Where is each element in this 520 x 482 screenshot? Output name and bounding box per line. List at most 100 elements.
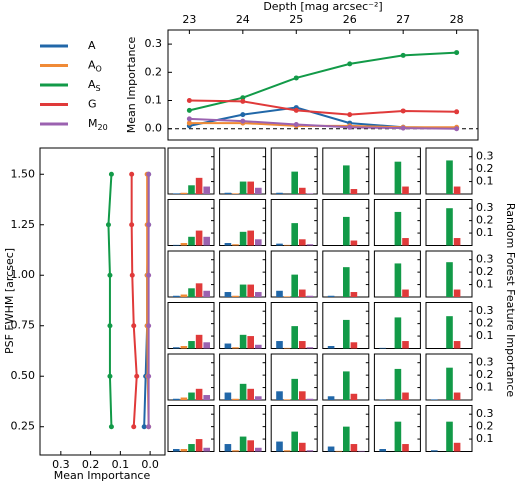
point [400, 52, 406, 58]
bar [180, 346, 188, 349]
bar [239, 383, 247, 400]
y-tick-label: 0.2 [145, 65, 163, 78]
bar [327, 446, 335, 452]
point [240, 95, 246, 101]
grid-y-label: Random Forest Feature Importance [504, 203, 517, 398]
bar [291, 326, 298, 349]
bar [276, 192, 283, 194]
point [146, 323, 152, 329]
legend-label: A [88, 39, 96, 52]
point [240, 118, 246, 124]
bar [239, 436, 247, 452]
x-tick-label: 26 [343, 13, 357, 26]
bar [224, 243, 232, 246]
bar [203, 342, 210, 349]
bar [247, 440, 254, 452]
bar [203, 447, 210, 452]
point [146, 222, 152, 228]
x-tick-label: 0.3 [52, 458, 70, 471]
y-tick-label: 0.1 [476, 329, 494, 342]
bar [195, 388, 203, 400]
bar [394, 263, 402, 297]
bar [276, 441, 283, 452]
bar [283, 296, 291, 297]
bar [188, 236, 195, 246]
bar [232, 450, 239, 452]
bar [239, 231, 247, 246]
x-tick-label: 28 [450, 13, 464, 26]
point [186, 107, 192, 113]
bar [306, 450, 314, 452]
bar [453, 341, 461, 349]
point [107, 272, 113, 278]
bar [394, 161, 402, 194]
point [240, 98, 246, 104]
bar [350, 342, 358, 349]
bar [188, 288, 195, 297]
bar [402, 444, 409, 452]
bar [402, 238, 409, 246]
bar [255, 396, 262, 400]
bar [291, 171, 298, 194]
bar [446, 316, 453, 349]
bar [327, 346, 335, 349]
series-line [130, 174, 138, 427]
bar [394, 368, 402, 400]
legend-label: M20 [88, 117, 108, 132]
series-line [107, 174, 113, 427]
point [186, 98, 192, 104]
y-tick-label: 0.1 [476, 278, 494, 291]
bar [188, 185, 195, 194]
bar [446, 262, 453, 297]
bar [195, 230, 203, 246]
bar [358, 450, 365, 452]
point [347, 112, 353, 118]
bar [291, 223, 298, 246]
x-tick-label: 23 [182, 13, 196, 26]
bar [239, 284, 247, 297]
bar [299, 442, 306, 452]
top-x-label: Depth [mag arcsec⁻²] [263, 0, 382, 13]
point [400, 125, 406, 131]
y-tick-label: 0.75 [11, 319, 36, 332]
y-tick-label: 0.1 [476, 226, 494, 239]
bar [350, 444, 358, 452]
point [108, 424, 114, 430]
bar [453, 186, 461, 194]
y-tick-label: 0.2 [476, 162, 494, 175]
bar [247, 230, 254, 246]
bar [299, 187, 306, 194]
legend-label: AO [88, 59, 102, 74]
y-tick-label: 0.3 [476, 253, 494, 266]
bar [431, 399, 438, 400]
bar [299, 341, 306, 349]
bar [180, 449, 188, 452]
bar [291, 274, 298, 297]
bar [446, 208, 453, 246]
bar [195, 334, 203, 349]
bar [350, 393, 358, 400]
point [293, 75, 299, 81]
y-tick-label: 0.50 [11, 369, 36, 382]
bar [276, 391, 283, 400]
bar [239, 334, 247, 349]
bar [247, 284, 254, 297]
bar [283, 244, 291, 246]
y-tick-label: 0.25 [11, 420, 36, 433]
bar [188, 444, 195, 452]
bar [232, 244, 239, 246]
bar [394, 211, 402, 246]
bar [402, 341, 409, 349]
bar [232, 347, 239, 349]
x-tick-label: 25 [289, 13, 303, 26]
bar [283, 347, 291, 349]
y-tick-label: 1.25 [11, 218, 36, 231]
point [293, 121, 299, 127]
bar [224, 444, 232, 452]
bar [173, 449, 180, 452]
bar [195, 439, 203, 452]
point [141, 424, 147, 430]
bar [453, 442, 461, 452]
bar [173, 193, 180, 194]
